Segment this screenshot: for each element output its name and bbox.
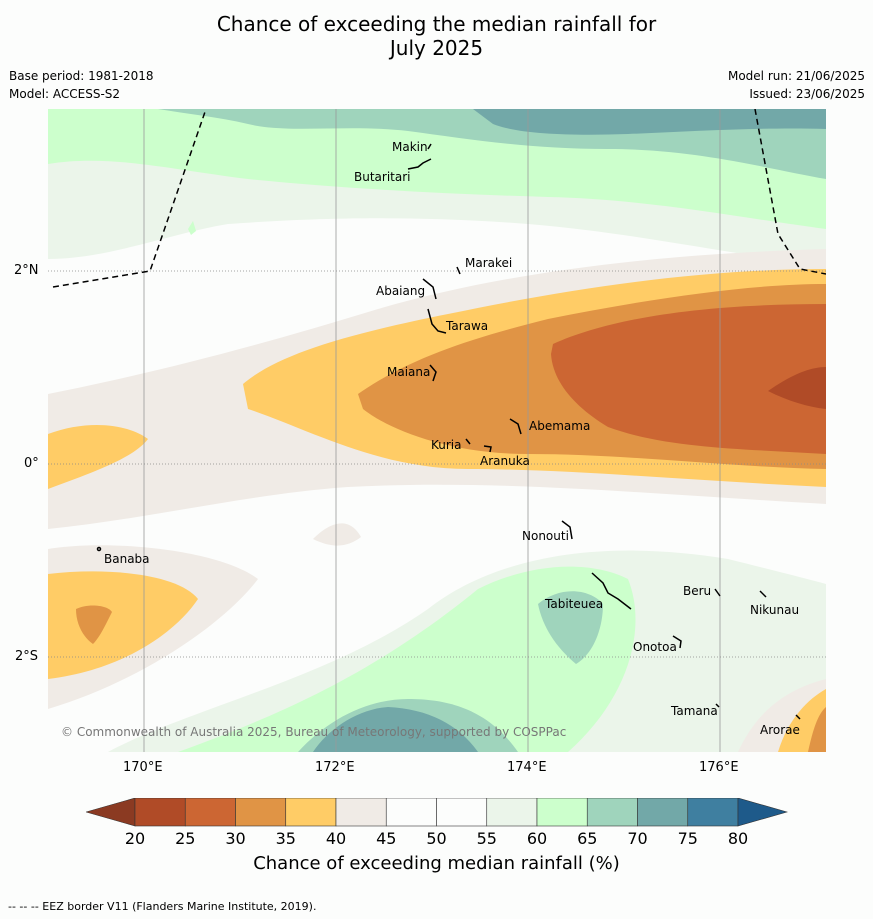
maiana-outline [429, 364, 437, 382]
butaritari-outline [407, 158, 432, 170]
issued-date: Issued: 23/06/2025 [749, 87, 865, 101]
eez-border-east [754, 109, 826, 275]
colorbar-segment [436, 798, 488, 827]
makin-outline [427, 143, 432, 150]
aranuka-outline [483, 445, 492, 453]
label-maiana: Maiana [387, 365, 430, 379]
region-70-75-south [313, 707, 478, 752]
model-run: Model run: 21/06/2025 [727, 69, 865, 83]
tamana-outline [715, 703, 720, 708]
colorbar-tick-label: 75 [677, 829, 698, 848]
label-banaba: Banaba [104, 552, 150, 566]
label-aranuka: Aranuka [480, 454, 530, 468]
colorbar-segment [687, 798, 739, 827]
colorbar-tick-label: 25 [175, 829, 196, 848]
lat-label-2n: 2°N [14, 263, 39, 278]
colorbar [86, 798, 788, 827]
colorbar-tick-label: 20 [124, 829, 146, 848]
nikunau-outline [759, 590, 767, 598]
region-25-30-southwest [76, 605, 112, 644]
label-tamana: Tamana [670, 704, 718, 718]
colorbar-tick-label: 35 [275, 829, 296, 848]
label-beru: Beru [683, 584, 711, 598]
colorbar-tick-label: 80 [727, 829, 749, 848]
colorbar-segment [586, 798, 638, 827]
label-tarawa: Tarawa [445, 319, 488, 333]
colorbar-tick-label: 55 [476, 829, 497, 848]
abemama-outline [509, 418, 522, 435]
marakei-outline [456, 266, 461, 275]
colorbar-tick-label: 70 [627, 829, 648, 848]
beru-outline [714, 588, 721, 597]
colorbar-segment [486, 798, 538, 827]
kuria-outline [465, 438, 471, 445]
model-name: Model: ACCESS-S2 [9, 87, 121, 101]
colorbar-under-arrow [86, 798, 136, 827]
banaba-outline [96, 546, 102, 552]
colorbar-segment [285, 798, 337, 827]
region-30-35-southwest [48, 571, 198, 679]
label-kuria: Kuria [431, 438, 462, 452]
colorbar-tick-label: 60 [526, 829, 548, 848]
lat-label-0: 0° [24, 456, 39, 471]
region-60-65-south [178, 566, 636, 752]
label-arorae: Arorae [760, 723, 800, 737]
region-40-45-small [313, 523, 361, 546]
colorbar-segment [637, 798, 689, 827]
colorbar-title: Chance of exceeding median rainfall (%) [253, 853, 620, 874]
label-abaiang: Abaiang [376, 284, 425, 298]
tarawa-outline [427, 308, 447, 334]
colorbar-segment [235, 798, 287, 827]
abaiang-outline [422, 278, 437, 300]
onotoa-outline [672, 635, 682, 649]
colorbar-tick-label: 40 [325, 829, 347, 848]
colorbar-tick-label: 45 [376, 829, 397, 848]
region-30-35-west [48, 424, 148, 489]
eez-legend: -- -- -- EEZ border V11 (Flanders Marine… [8, 900, 317, 913]
colorbar-over-arrow [737, 798, 788, 827]
region-20-25-core [551, 304, 826, 454]
graticule [143, 109, 721, 752]
label-nonouti: Nonouti [522, 529, 569, 543]
label-marakei: Marakei [465, 256, 512, 270]
lat-label-2s: 2°S [15, 649, 39, 664]
region-25-30-southeast [808, 707, 826, 752]
colorbar-tick-label: 30 [225, 829, 246, 848]
region-70-75-north [473, 109, 826, 135]
lon-label-174e: 174°E [507, 760, 547, 775]
label-abemama: Abemama [529, 419, 590, 433]
label-nikunau: Nikunau [750, 603, 799, 617]
label-butaritari: Butaritari [354, 170, 411, 184]
tabiteuea-outline [591, 572, 632, 610]
islands [96, 143, 801, 720]
colorbar-segment [134, 798, 186, 827]
label-tabiteuea: Tabiteuea [544, 597, 603, 611]
label-makin: Makin [392, 140, 428, 154]
region-65-70-tabiteuea [538, 591, 603, 664]
region-60-65-islet [188, 221, 196, 235]
lon-label-176e: 176°E [699, 760, 739, 775]
rainfall-map: Makin Butaritari Marakei Abaiang Tarawa … [48, 109, 826, 752]
colorbar-tick-label: 50 [426, 829, 447, 848]
base-period: Base period: 1981-2018 [9, 69, 154, 83]
arorae-outline [795, 714, 801, 720]
map-title-line2: July 2025 [389, 36, 484, 60]
lon-label-170e: 170°E [123, 760, 163, 775]
copyright-notice: © Commonwealth of Australia 2025, Bureau… [61, 725, 566, 739]
label-onotoa: Onotoa [633, 640, 677, 654]
colorbar-tick-label: 65 [577, 829, 598, 848]
map-title-line1: Chance of exceeding the median rainfall … [216, 12, 657, 36]
eez-border-west [52, 109, 207, 288]
nonouti-outline [561, 520, 573, 540]
lon-label-172e: 172°E [315, 760, 355, 775]
colorbar-segment [184, 798, 236, 827]
colorbar-segment [385, 798, 437, 827]
colorbar-segment [335, 798, 387, 827]
colorbar-segment [536, 798, 588, 827]
parallels [48, 270, 826, 658]
region-below-20-core [768, 367, 826, 409]
